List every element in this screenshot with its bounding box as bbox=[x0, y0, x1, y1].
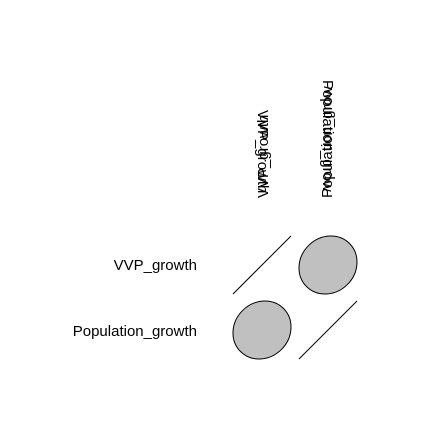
column-label-population-growth: Population_grow bbox=[319, 86, 336, 198]
column-label-vvp-growth-mirror: VVP_growth bbox=[254, 110, 271, 193]
correlation-ellipse-mark bbox=[298, 235, 358, 295]
row-label-vvp-growth: VVP_growth bbox=[114, 257, 197, 274]
correlation-ellipse-mark bbox=[232, 300, 292, 360]
matrix-cells bbox=[232, 235, 358, 360]
column-label-population-growth-mirror: Population_grow bbox=[319, 80, 336, 192]
diagonal-line-mark bbox=[298, 300, 358, 360]
diagonal-line-mark bbox=[232, 235, 292, 295]
column-label-vvp-growth: VVP_growth bbox=[255, 115, 272, 198]
row-label-population-growth: Population_growth bbox=[73, 323, 197, 340]
